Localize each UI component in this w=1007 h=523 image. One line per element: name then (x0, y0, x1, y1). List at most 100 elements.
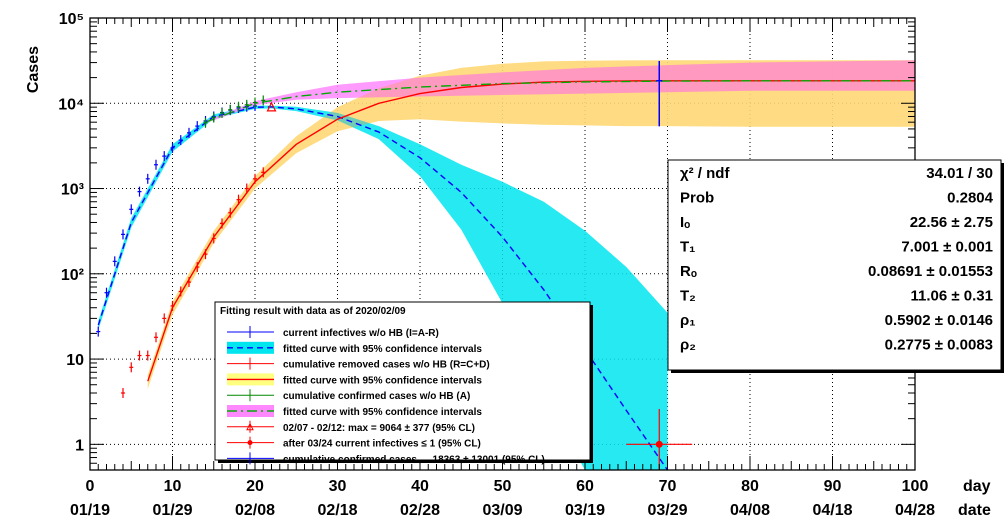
date-tick-label: 02/18 (317, 502, 357, 519)
y-tick-label: 10 (66, 352, 84, 369)
x-tick-label: 70 (659, 478, 677, 495)
data-point (145, 350, 150, 361)
date-tick-label: 02/28 (400, 502, 440, 519)
legend-title: Fitting result with data as of 2020/02/0… (220, 306, 406, 317)
legend-entry: cumulative confirmed cases → 18363 ± 130… (283, 454, 545, 465)
date-tick-label: 01/29 (152, 502, 192, 519)
stats-label: Iₒ (680, 214, 690, 231)
data-point (253, 97, 257, 108)
legend-entry: fitted curve with 95% confidence interva… (283, 407, 482, 418)
x-tick-label: 0 (86, 478, 95, 495)
data-point (203, 117, 208, 128)
x-tick-label: 10 (164, 478, 182, 495)
data-point (195, 262, 200, 273)
data-point (261, 167, 266, 178)
confidence-band (98, 105, 668, 470)
date-tick-label: 03/09 (482, 502, 522, 519)
data-point (178, 286, 183, 297)
fit-curve (205, 80, 915, 123)
confidence-band (205, 60, 915, 124)
data-point (129, 204, 134, 215)
data-point (195, 121, 200, 132)
date-tick-label: 04/08 (730, 502, 770, 519)
date-tick-label: 04/18 (812, 502, 852, 519)
data-point (187, 127, 191, 138)
confidence-band-overlap (147, 60, 915, 389)
data-point (112, 256, 117, 267)
x-tick-label: 20 (246, 478, 264, 495)
y-tick-label: 10² (61, 267, 84, 284)
data-point (104, 287, 109, 298)
data-point (244, 183, 249, 194)
data-point (261, 95, 266, 106)
stats-label: ρ₂ (680, 337, 696, 354)
legend-box (214, 301, 591, 461)
stats-label: ρ₁ (680, 312, 695, 329)
date-tick-label: 04/28 (895, 502, 935, 519)
stats-box: χ² / ndf 34.01 / 30 Prob 0.2804 Iₒ 22.56 ± 2.… (667, 159, 1004, 373)
data-point (178, 135, 183, 146)
data-point (162, 313, 167, 324)
data-point (137, 186, 142, 197)
stats-value: 7.001 ± 0.001 (901, 239, 993, 256)
legend-entry: fitted curve with 95% confidence interva… (283, 344, 482, 355)
x-tick-label: 80 (741, 478, 759, 495)
date-tick-label: 03/19 (565, 502, 605, 519)
y-tick-label: 10⁵ (59, 11, 84, 28)
data-point (145, 173, 150, 184)
y-tick-label: 1 (75, 437, 84, 454)
stats-value: 34.01 / 30 (926, 165, 993, 182)
stats-label: T₂ (680, 288, 696, 305)
data-point (129, 362, 134, 373)
legend-marker (247, 440, 253, 446)
data-point (121, 229, 125, 240)
legend-entry: after 03/24 current infectives ≤ 1 (95% … (283, 439, 481, 450)
data-point (236, 194, 241, 205)
end-marker (655, 440, 663, 448)
stats-frame (667, 159, 1002, 371)
data-point (211, 233, 216, 244)
data-point (137, 350, 142, 361)
data-point (162, 151, 167, 162)
data-point (121, 387, 125, 398)
data-point (211, 112, 216, 123)
stats-value: 22.56 ± 2.75 (910, 214, 993, 231)
x-tick-label: 90 (824, 478, 842, 495)
legend: Fitting result with data as of 2020/02/0… (214, 301, 593, 465)
x-tick-label: 30 (329, 478, 347, 495)
data-point (220, 218, 224, 229)
legend-entry: fitted curve with 95% confidence interva… (283, 375, 482, 386)
data-point (220, 107, 224, 118)
stats-label: T₁ (680, 239, 695, 256)
data-point (154, 332, 158, 343)
stats-label: Prob (680, 190, 714, 207)
date-axis-title: date (958, 502, 991, 519)
data-point (170, 142, 175, 153)
x-tick-label: 60 (576, 478, 594, 495)
data-point (244, 99, 249, 110)
date-tick-label: 03/29 (647, 502, 687, 519)
data-point (228, 207, 233, 218)
stats-label: Rₒ (680, 263, 697, 280)
legend-marker (246, 422, 254, 431)
x-tick-label: 40 (411, 478, 429, 495)
data-point (253, 173, 257, 184)
stats-value: 11.06 ± 0.31 (911, 288, 993, 305)
legend-entry: cumulative removed cases w/o HB (R=C+D) (283, 360, 490, 371)
legend-entry: cumulative confirmed cases w/o HB (A) (283, 391, 470, 402)
data-point (236, 101, 241, 112)
data-point (187, 277, 191, 288)
max-marker (266, 101, 277, 112)
x-tick-label: 50 (494, 478, 512, 495)
x-axis-title: day (963, 478, 991, 495)
confidence-band (147, 60, 915, 389)
y-tick-label: 10⁴ (58, 96, 84, 113)
legend-entry: current infectives w/o HB (I=A-R) (283, 328, 439, 339)
legend-entry: 02/07 - 02/12: max = 9064 ± 377 (95% CL) (283, 423, 475, 434)
stats-value: 0.08691 ± 0.01553 (868, 263, 993, 280)
data-point (228, 104, 233, 115)
y-axis-title: Cases (25, 46, 42, 93)
x-tick-label: 100 (902, 478, 929, 495)
stats-label: χ² / ndf (680, 165, 730, 182)
